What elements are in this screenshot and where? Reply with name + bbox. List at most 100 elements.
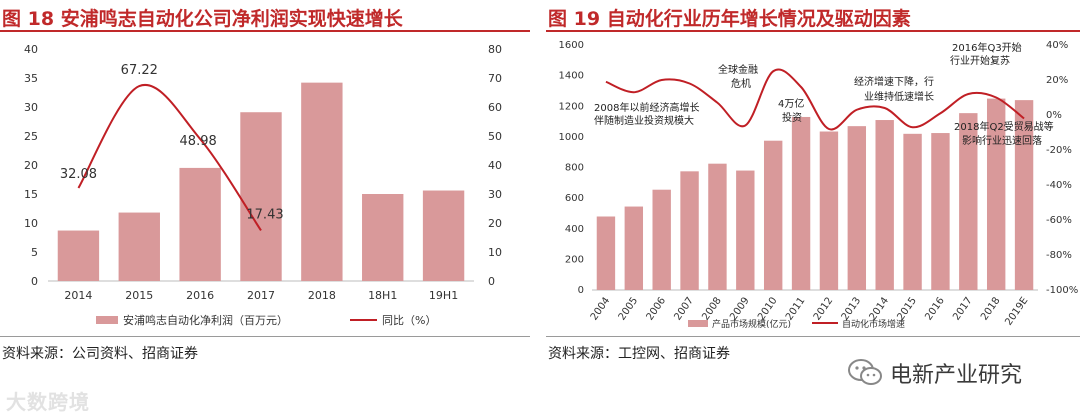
y-left-tick-label: 30 <box>24 101 38 114</box>
legend-line-label: 同比（%） <box>382 314 436 327</box>
y-right-tick-label: -100% <box>1046 285 1078 296</box>
x-tick-label: 2009 <box>728 295 752 322</box>
data-label: 17.43 <box>246 207 283 222</box>
x-tick-label: 2016 <box>186 289 214 302</box>
y-left-tick-label: 400 <box>565 224 584 235</box>
bar <box>301 82 343 281</box>
y-right-tick-label: -60% <box>1046 215 1072 226</box>
annotation-a5b: 行业开始复苏 <box>950 54 1010 67</box>
left-figure-number: 图 18 <box>2 8 55 30</box>
x-tick-label: 2012 <box>812 295 836 322</box>
y-left-tick-label: 200 <box>565 254 584 265</box>
right-title-text: 自动化行业历年增长情况及驱动因素 <box>606 8 911 30</box>
watermark-right: 电新产业研究 <box>848 357 1022 389</box>
bar <box>362 194 404 281</box>
x-tick-label: 2019E <box>1003 295 1030 327</box>
left-title-text: 安浦鸣志自动化公司净利润实现快速增长 <box>60 8 403 30</box>
left-chart: 0 5 10 15 20 25 30 35 40 0 10 20 30 40 50 60 70 80 2014 201… <box>24 43 502 327</box>
right-figure-number: 图 19 <box>548 8 601 30</box>
right-chart: 0 200 400 600 800 1000 1200 1400 1600 -100% -80% -6… <box>559 40 1079 330</box>
bar <box>875 120 894 290</box>
annotation-a1b: 伴随制造业投资规模大 <box>594 114 694 127</box>
right-source: 资料来源：工控网、招商证券 <box>548 346 730 362</box>
left-chart-title: 图 18 安浦鸣志自动化公司净利润实现快速增长 <box>2 4 403 31</box>
legend-line-label: 自动化市场增速 <box>842 318 905 330</box>
y-left-tick-label: 600 <box>565 193 584 204</box>
bar <box>986 98 1006 290</box>
y-left-tick-label: 1000 <box>559 132 584 143</box>
y-right-tick-label: 40% <box>1046 40 1068 51</box>
y-left-tick-label: 10 <box>24 217 38 230</box>
annotation-a6b: 影响行业迅速回落 <box>962 134 1042 147</box>
y-right-tick-label: 0% <box>1046 110 1062 121</box>
y-right-tick-label: 20% <box>1046 75 1068 86</box>
annotation-a3b: 投资 <box>782 111 802 124</box>
annotation-a2: 全球金融 <box>718 63 758 76</box>
y-right-tick-label: 60 <box>488 101 502 114</box>
x-tick-label: 2004 <box>589 295 613 322</box>
y-right-tick-label: 10 <box>488 246 502 259</box>
x-tick-label: 2011 <box>784 295 808 322</box>
x-tick-label: 2018 <box>308 289 336 302</box>
bar <box>931 133 950 290</box>
watermark-left: 大数跨境 <box>6 386 90 415</box>
bar <box>791 116 811 290</box>
x-tick-label: 2015 <box>895 295 919 322</box>
x-tick-label: 2007 <box>672 295 696 322</box>
bar <box>179 167 221 281</box>
data-label: 48.98 <box>180 134 217 149</box>
y-left-tick-label: 1200 <box>559 101 584 112</box>
annotation-a2b: 危机 <box>731 77 751 90</box>
watermark-right-text: 电新产业研究 <box>890 363 1023 388</box>
bar <box>847 126 867 290</box>
y-left-tick-label: 40 <box>24 43 38 56</box>
x-tick-label: 2006 <box>645 295 669 322</box>
y-left-tick-label: 1400 <box>559 71 584 82</box>
annotation-a1: 2008年以前经济高增长 <box>594 101 699 114</box>
y-right-tick-label: -20% <box>1046 145 1072 156</box>
right-bottom-rule <box>546 336 1080 337</box>
bar <box>57 230 100 281</box>
growth-line <box>605 68 1025 131</box>
data-label: 67.22 <box>121 63 158 78</box>
bar <box>624 206 644 290</box>
y-right-tick-label: 30 <box>488 188 502 201</box>
annotation-a5: 2016年Q3开始 <box>952 41 1022 54</box>
x-tick-label: 18H1 <box>368 289 397 302</box>
x-tick-label: 2018 <box>979 295 1003 322</box>
right-title-rule <box>546 30 1080 32</box>
bar <box>422 190 465 281</box>
x-tick-label: 19H1 <box>429 289 458 302</box>
bar <box>240 112 282 281</box>
legend-bar-swatch <box>96 316 118 324</box>
y-left-tick-label: 1600 <box>559 40 584 51</box>
x-tick-label: 2005 <box>617 295 641 322</box>
data-label: 32.08 <box>60 167 97 182</box>
bar <box>1014 100 1034 290</box>
y-left-tick-label: 0 <box>578 285 584 296</box>
wechat-icon <box>848 359 882 385</box>
annotation-a6: 2018年Q2受贸易战等 <box>954 120 1054 133</box>
x-tick-label: 2017 <box>247 289 275 302</box>
x-tick-label: 2008 <box>700 295 724 322</box>
y-right-tick-label: -40% <box>1046 180 1072 191</box>
x-tick-label: 2014 <box>64 289 92 302</box>
y-left-tick-label: 20 <box>24 159 38 172</box>
x-tick-label: 2015 <box>125 289 153 302</box>
y-right-tick-label: 40 <box>488 159 502 172</box>
legend-bar-label: 安浦鸣志自动化净利润（百万元） <box>123 313 288 327</box>
bar <box>959 113 978 290</box>
y-right-tick-label: 0 <box>488 275 495 288</box>
y-right-tick-label: 50 <box>488 130 502 143</box>
y-left-tick-label: 25 <box>24 130 38 143</box>
y-left-tick-label: 5 <box>31 246 38 259</box>
left-title-rule <box>0 30 530 32</box>
y-right-tick-label: 70 <box>488 72 502 85</box>
y-right-tick-label: -80% <box>1046 250 1072 261</box>
bar <box>652 189 671 290</box>
bar <box>903 133 922 290</box>
annotation-a3: 4万亿 <box>778 97 804 110</box>
left-bottom-rule <box>0 336 530 337</box>
annotation-a4: 经济增速下降，行 <box>854 75 934 88</box>
bar <box>596 216 616 290</box>
